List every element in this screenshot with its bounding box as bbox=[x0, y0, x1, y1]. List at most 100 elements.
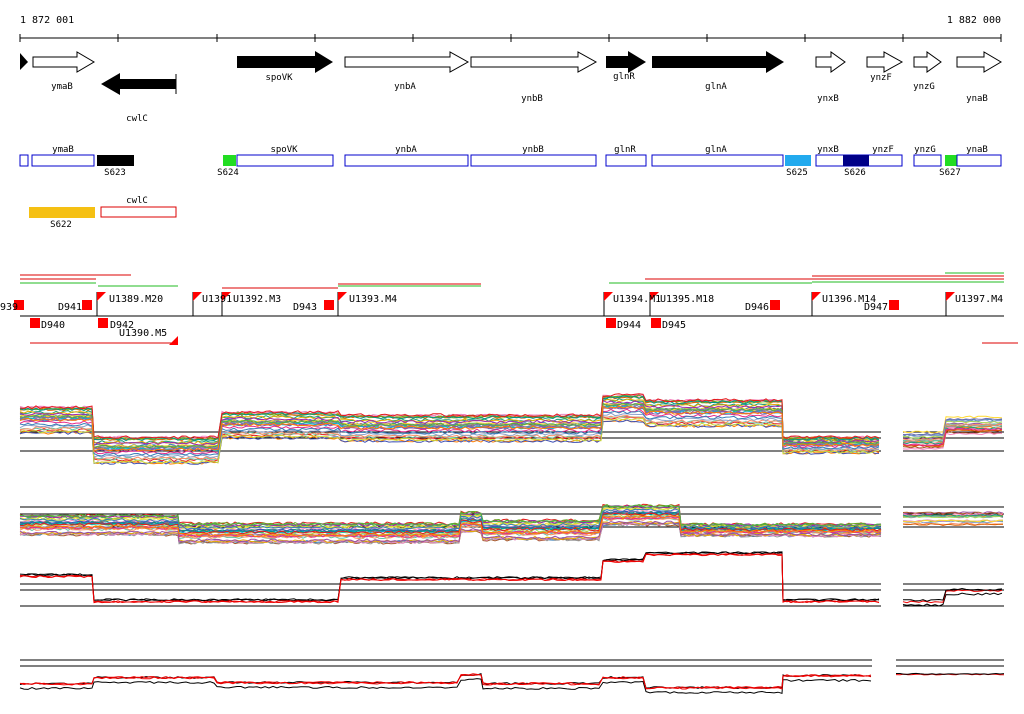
gene-label-spoVK: spoVK bbox=[265, 73, 293, 83]
segment-box-label: glnA bbox=[705, 145, 727, 155]
segment-S624[interactable] bbox=[223, 155, 236, 166]
upshift-flag bbox=[812, 292, 821, 301]
segment-box-glnA[interactable] bbox=[651, 154, 784, 167]
segment-S627[interactable] bbox=[945, 155, 958, 166]
shift-markers: U1389.M20 U1391 U1392.M3 U1393.M4 U1394.… bbox=[0, 292, 1004, 345]
gene-label-ynbB: ynbB bbox=[521, 94, 543, 104]
downshift-marker bbox=[324, 300, 334, 310]
expression-profile-line bbox=[19, 672, 872, 690]
expression-profile-line bbox=[902, 522, 1004, 526]
expression-profile-line bbox=[902, 423, 1003, 441]
gene-arrow-ynaB[interactable] bbox=[956, 51, 1002, 73]
segment-box-spoVK[interactable] bbox=[236, 154, 334, 167]
upshift-label: U1392.M3 bbox=[233, 294, 281, 305]
expression-profile-line bbox=[902, 511, 1004, 515]
gene-label-ynzG: ynzG bbox=[913, 82, 935, 92]
expression-profile-line bbox=[20, 515, 882, 537]
segment-S622[interactable] bbox=[29, 207, 95, 218]
expression-profile-line bbox=[902, 424, 1003, 443]
segment-box-ynaB[interactable] bbox=[956, 154, 1002, 167]
gene-arrow-spoVK[interactable] bbox=[237, 51, 333, 73]
gene-label-ynbA: ynbA bbox=[394, 82, 416, 92]
segment-label: S627 bbox=[939, 168, 961, 178]
downshift-marker bbox=[606, 318, 616, 328]
segment-track: ymaB S623 S624 spoVK ynbA ynbB glnR glnA… bbox=[19, 145, 1002, 230]
upshift-flag bbox=[338, 292, 347, 301]
upshift-flag bbox=[946, 292, 955, 301]
segment-label: S624 bbox=[217, 168, 239, 178]
downshift-marker bbox=[98, 318, 108, 328]
upshift-flag bbox=[97, 292, 106, 301]
expression-profile-line bbox=[902, 519, 1003, 523]
gene-label-glnR: glnR bbox=[613, 72, 635, 82]
segment-box-label: glnR bbox=[614, 145, 636, 155]
expression-profile-line bbox=[902, 587, 1003, 602]
gene-arrow-ynzG[interactable] bbox=[913, 51, 942, 73]
segment-box-ynbA[interactable] bbox=[344, 154, 469, 167]
expression-profile-line bbox=[19, 395, 880, 442]
segment-box-label: ynbB bbox=[522, 145, 544, 155]
expression-profile-line bbox=[19, 673, 872, 690]
downshift-marker bbox=[14, 300, 24, 310]
downshift-label: D941 bbox=[58, 302, 82, 313]
downshift-label: D942 bbox=[110, 320, 134, 331]
downshift-flag bbox=[169, 336, 178, 345]
expression-profile-line bbox=[902, 513, 1004, 517]
expression-profile-line bbox=[19, 414, 880, 461]
upshift-label: U1397.M4 bbox=[955, 294, 1003, 305]
expression-profile-line bbox=[19, 412, 880, 459]
gene-arrow-ynbA[interactable] bbox=[344, 51, 470, 73]
transcript-lines bbox=[20, 272, 1018, 344]
segment-box-glnR[interactable] bbox=[605, 154, 647, 167]
gene-arrow-glnR[interactable] bbox=[606, 51, 646, 73]
segment-S623[interactable] bbox=[97, 155, 134, 166]
expression-profile-line bbox=[19, 399, 880, 447]
expression-profile-line bbox=[19, 405, 880, 452]
segment-box-ymaB[interactable] bbox=[31, 154, 95, 167]
gene-arrow-ynbB[interactable] bbox=[470, 51, 598, 73]
gene-label-ynaB: ynaB bbox=[966, 94, 988, 104]
segment-box-label: ynaB bbox=[966, 145, 988, 155]
segment-box-ynzG[interactable] bbox=[913, 154, 942, 167]
segment-box-fragment[interactable] bbox=[19, 154, 29, 167]
gene-arrow-cwlC[interactable] bbox=[101, 73, 176, 95]
gene-track: ymaB cwlC spoVK ynbA ynbB glnR glnA ynxB… bbox=[20, 51, 1002, 124]
expression-panel-2 bbox=[19, 503, 1004, 545]
gene-arrow-ymaB[interactable] bbox=[32, 51, 95, 73]
segment-label: S625 bbox=[786, 168, 808, 178]
gene-arrow-glnA[interactable] bbox=[652, 51, 784, 73]
segment-label: S623 bbox=[104, 168, 126, 178]
expression-profile-line bbox=[902, 427, 1003, 446]
gene-fragment-arrow bbox=[20, 53, 28, 70]
expression-profile-line bbox=[19, 507, 882, 530]
upshift-flag bbox=[193, 292, 202, 301]
expression-panel-1 bbox=[19, 393, 1004, 465]
upshift-flag bbox=[604, 292, 613, 301]
segment-S626[interactable] bbox=[843, 155, 869, 166]
downshift-marker bbox=[651, 318, 661, 328]
expression-profile-line bbox=[19, 521, 882, 544]
downshift-label: D943 bbox=[293, 302, 317, 313]
expression-profile-line bbox=[902, 415, 1003, 434]
gene-arrow-ynzF[interactable] bbox=[866, 51, 904, 73]
downshift-marker bbox=[889, 300, 899, 310]
expression-profile-line bbox=[902, 420, 1003, 439]
segment-box-cwlC[interactable] bbox=[100, 206, 177, 218]
expression-profile-line bbox=[903, 417, 1003, 437]
segment-box-ynbB[interactable] bbox=[470, 154, 597, 167]
downshift-label: 939 bbox=[0, 302, 18, 313]
segment-box-label: ynxB bbox=[817, 145, 839, 155]
expression-profile-line bbox=[19, 402, 880, 449]
gene-arrow-ynxB[interactable] bbox=[815, 51, 846, 73]
expression-panel-3 bbox=[19, 551, 1004, 607]
upshift-label: U1390.M5 bbox=[119, 328, 167, 339]
expression-profile-line bbox=[903, 515, 1004, 519]
downshift-label: D944 bbox=[617, 320, 641, 331]
downshift-marker bbox=[82, 300, 92, 310]
downshift-marker bbox=[30, 318, 40, 328]
segment-S625[interactable] bbox=[785, 155, 811, 166]
upshift-label: U1394.M1 bbox=[613, 294, 661, 305]
upshift-label: U1389.M20 bbox=[109, 294, 163, 305]
segment-label: S622 bbox=[50, 220, 72, 230]
expression-profile-line bbox=[19, 410, 880, 457]
